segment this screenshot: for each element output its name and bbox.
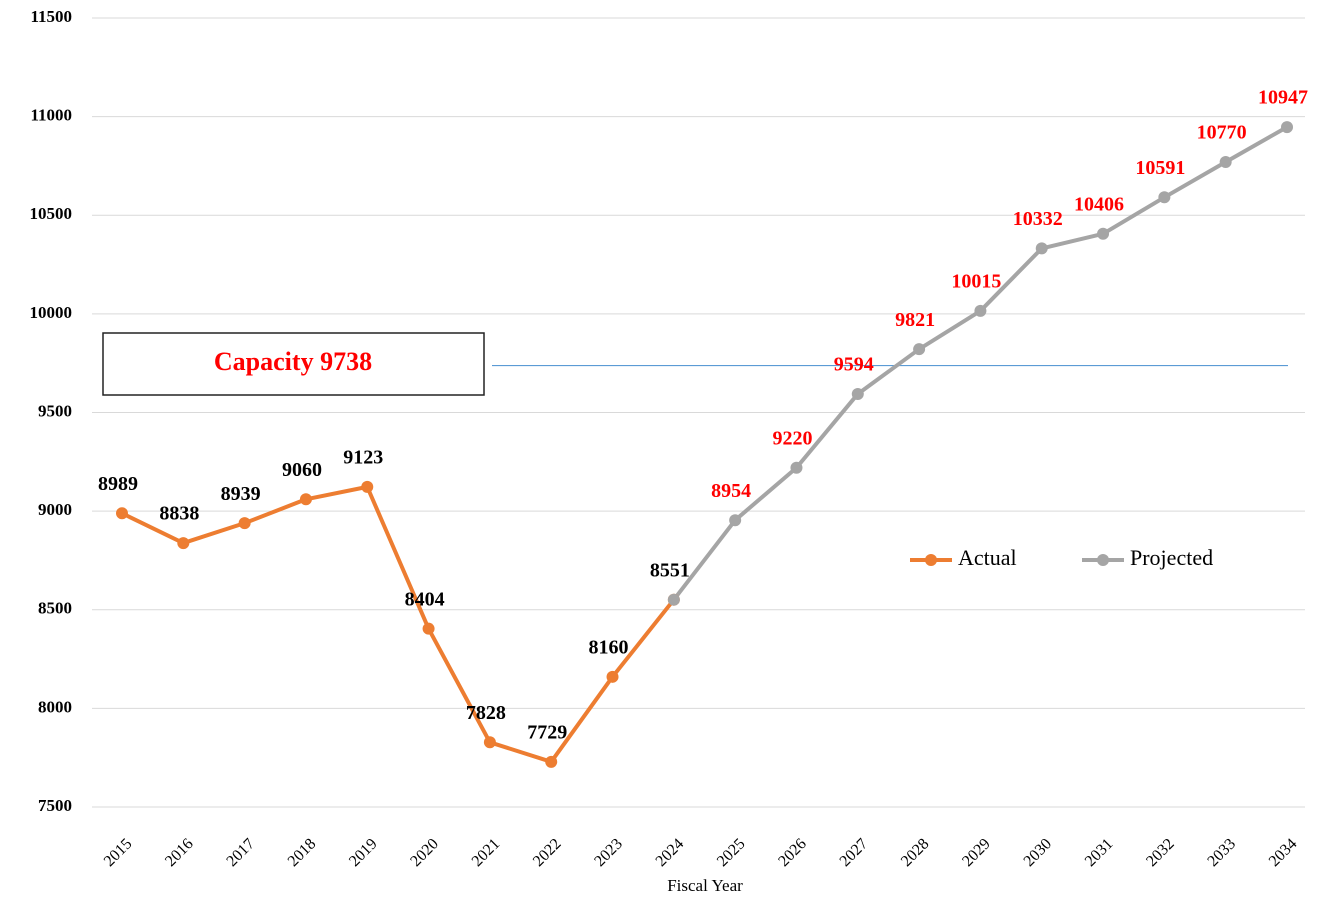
y-tick-label: 10000 bbox=[30, 303, 73, 322]
data-label: 8404 bbox=[405, 588, 445, 610]
point bbox=[483, 736, 496, 749]
data-label: 10406 bbox=[1074, 193, 1124, 215]
data-label: 9821 bbox=[895, 309, 935, 331]
point bbox=[974, 304, 987, 317]
y-tick-label: 8000 bbox=[38, 697, 72, 716]
x-tick-label: 2017 bbox=[223, 835, 258, 870]
x-tick-label: 2018 bbox=[285, 835, 320, 870]
point bbox=[422, 622, 435, 635]
point bbox=[238, 517, 251, 530]
series-line bbox=[121, 484, 676, 764]
point bbox=[116, 507, 128, 520]
x-tick-label: 2023 bbox=[591, 835, 626, 870]
point bbox=[1219, 155, 1232, 168]
y-tick-label: 10500 bbox=[30, 204, 73, 223]
point bbox=[545, 755, 558, 768]
point bbox=[913, 343, 926, 356]
y-tick-label: 9000 bbox=[38, 500, 72, 519]
point bbox=[1281, 121, 1293, 134]
legend-marker bbox=[1097, 554, 1109, 566]
x-tick-label: 2030 bbox=[1021, 835, 1056, 870]
x-tick-label: 2020 bbox=[407, 835, 442, 870]
data-label: 8551 bbox=[650, 559, 690, 581]
data-label: 8160 bbox=[589, 636, 629, 658]
annotation-text: Capacity 9738 bbox=[214, 347, 372, 376]
series-line bbox=[672, 125, 1288, 601]
y-tick-label: 8500 bbox=[38, 599, 72, 618]
point bbox=[667, 593, 680, 606]
data-label: 10947 bbox=[1258, 87, 1308, 109]
data-label: 8838 bbox=[159, 503, 199, 525]
x-tick-label: 2031 bbox=[1082, 835, 1117, 870]
y-tick-label: 7500 bbox=[38, 796, 72, 815]
x-tick-label: 2021 bbox=[469, 835, 504, 870]
data-label: 8939 bbox=[221, 483, 261, 505]
x-tick-label: 2019 bbox=[346, 835, 381, 870]
x-tick-label: 2034 bbox=[1266, 835, 1301, 870]
y-tick-label: 9500 bbox=[38, 401, 72, 420]
point bbox=[361, 480, 374, 493]
point bbox=[729, 514, 742, 527]
y-tick-label: 11000 bbox=[30, 106, 72, 125]
x-tick-label: 2028 bbox=[898, 835, 933, 870]
point bbox=[1097, 227, 1110, 240]
point bbox=[299, 493, 312, 506]
x-tick-label: 2032 bbox=[1143, 835, 1178, 870]
data-label: 10332 bbox=[1013, 208, 1063, 230]
annotation-box bbox=[102, 332, 485, 396]
x-tick-label: 2027 bbox=[837, 835, 872, 870]
x-tick-label: 2022 bbox=[530, 835, 565, 870]
data-label: 7828 bbox=[466, 702, 506, 724]
data-label: 9060 bbox=[282, 459, 322, 481]
data-label: 7729 bbox=[527, 721, 567, 743]
x-tick-label: 2016 bbox=[162, 835, 197, 870]
point bbox=[177, 537, 190, 550]
data-label: 8989 bbox=[98, 473, 138, 495]
data-label: 10015 bbox=[951, 271, 1001, 293]
x-tick-label: 2024 bbox=[653, 835, 688, 870]
point bbox=[851, 387, 864, 400]
point bbox=[790, 461, 803, 474]
legend-label: Actual bbox=[958, 545, 1017, 570]
data-label: 10770 bbox=[1197, 122, 1247, 144]
point bbox=[606, 670, 619, 683]
data-label: 9123 bbox=[343, 446, 383, 468]
point bbox=[1158, 191, 1171, 204]
data-label: 8954 bbox=[711, 480, 751, 502]
data-label: 9220 bbox=[772, 427, 812, 449]
x-tick-label: 2033 bbox=[1204, 835, 1239, 870]
x-axis-title: Fiscal Year bbox=[667, 876, 743, 895]
x-tick-label: 2026 bbox=[775, 835, 810, 870]
x-tick-label: 2025 bbox=[714, 835, 749, 870]
legend-label: Projected bbox=[1130, 545, 1213, 570]
point bbox=[1035, 242, 1048, 255]
legend-marker bbox=[925, 554, 937, 566]
x-tick-label: 2015 bbox=[101, 835, 136, 870]
data-label: 10591 bbox=[1135, 157, 1185, 179]
data-label: 9594 bbox=[834, 354, 874, 376]
x-tick-label: 2029 bbox=[959, 835, 994, 870]
y-tick-label: 11500 bbox=[30, 7, 72, 26]
